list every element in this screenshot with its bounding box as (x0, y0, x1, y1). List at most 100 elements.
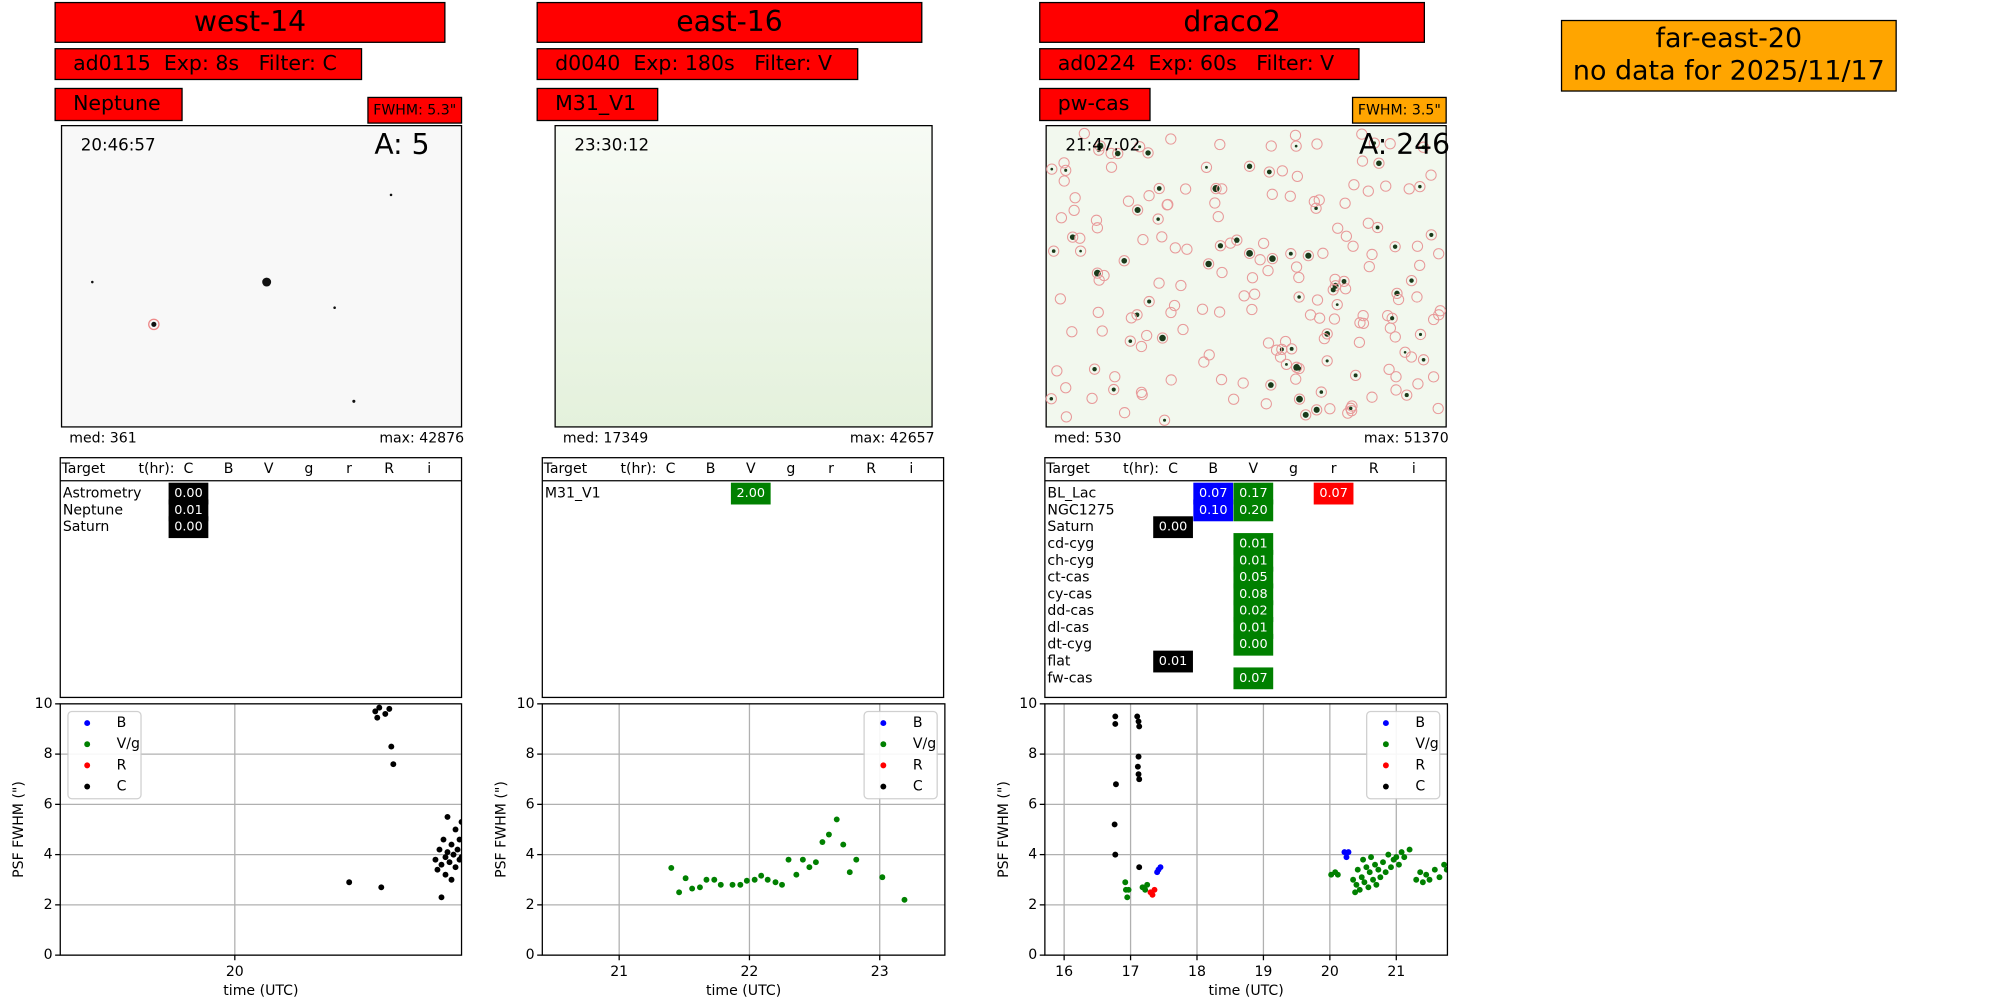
target-name: pw-cas (1058, 91, 1130, 115)
point (452, 826, 459, 833)
point (1343, 854, 1350, 861)
star-ring (1068, 204, 1080, 217)
star-ring (1161, 199, 1173, 211)
star-ring (1122, 195, 1135, 207)
star-ring (1311, 404, 1323, 416)
point (1356, 886, 1363, 893)
star (1205, 260, 1212, 268)
point (1334, 871, 1341, 878)
star-ring (1156, 332, 1169, 344)
table-cell-value: 0.00 (174, 520, 203, 535)
star-ring (1094, 140, 1106, 152)
table-column: R (866, 461, 876, 477)
star (1392, 244, 1398, 249)
point (1417, 869, 1424, 876)
star-ring (1308, 195, 1320, 208)
table-cell-value: 0.08 (1239, 587, 1268, 602)
notice-text: no data for 2025/11/17 (1573, 55, 1885, 86)
star-ring (1265, 140, 1277, 152)
point (438, 894, 445, 901)
point (751, 876, 758, 883)
y-tick-label: 6 (526, 796, 535, 812)
table-target: NGC1275 (1047, 502, 1114, 518)
point (1135, 718, 1142, 725)
star-ring (1371, 221, 1384, 234)
point (1393, 854, 1400, 861)
star-ring (1158, 414, 1171, 426)
target-box (54, 87, 183, 122)
star-ring (1427, 371, 1440, 383)
point (446, 859, 453, 866)
legend-marker (84, 741, 91, 748)
star-ring (1066, 326, 1078, 338)
y-tick-label: 0 (44, 947, 53, 963)
star-ring (1363, 261, 1375, 273)
legend-marker (84, 720, 91, 727)
point (1423, 871, 1430, 878)
star-ring (1069, 192, 1081, 204)
point (458, 854, 462, 861)
legend-label: V/g (913, 736, 936, 752)
point (1352, 889, 1359, 896)
point (1360, 856, 1367, 863)
point (1443, 866, 1448, 873)
star-ring (1131, 309, 1143, 321)
point (1377, 874, 1384, 881)
point (676, 889, 683, 896)
star-ring (1412, 378, 1424, 390)
star-ring (1228, 393, 1240, 405)
star-ring (1405, 351, 1418, 363)
star-ring (1088, 363, 1101, 375)
star-ring (1067, 231, 1079, 243)
star-ring (1131, 204, 1144, 216)
point (879, 874, 886, 881)
star-ring (1243, 247, 1256, 260)
star (1314, 206, 1318, 211)
table-target: dt-cyg (1047, 637, 1092, 653)
star (1051, 249, 1056, 253)
star-ring (1302, 250, 1314, 262)
point (388, 743, 395, 750)
star-ring (1362, 185, 1374, 197)
point (833, 816, 840, 823)
target-name: Neptune (73, 91, 161, 115)
star-ring (1118, 407, 1131, 419)
point (1151, 886, 1158, 893)
star-ring (1405, 274, 1418, 287)
star-ring (1300, 409, 1312, 421)
point (1365, 884, 1372, 891)
star (1092, 366, 1097, 372)
image-max: max: 51370 (1364, 430, 1449, 446)
star (1096, 142, 1104, 150)
legend-label: R (913, 757, 923, 773)
point (1144, 881, 1151, 888)
star-ring (1380, 180, 1392, 192)
point (1441, 861, 1448, 868)
star-ring (1390, 371, 1402, 383)
star-ring (1274, 351, 1287, 363)
sky-image (60, 125, 463, 428)
table-header: t(hr): (138, 461, 174, 477)
point (696, 884, 703, 891)
point (1366, 869, 1373, 876)
star-ring (1058, 157, 1070, 169)
plot-frame (541, 703, 946, 956)
star (1330, 287, 1336, 293)
star-ring (1213, 306, 1226, 318)
sky-image (1045, 125, 1447, 428)
table-cell (1313, 482, 1354, 505)
point (1373, 881, 1380, 888)
star (352, 399, 356, 403)
star-ring (1356, 155, 1369, 167)
point (729, 881, 736, 888)
star-ring (1434, 305, 1446, 317)
star-ring (148, 318, 160, 331)
star-ring (1285, 248, 1297, 260)
star-ring (1270, 344, 1283, 356)
star-ring (1092, 306, 1104, 318)
star-ring (1417, 141, 1430, 153)
star-ring (1290, 140, 1302, 152)
star-ring (1347, 240, 1359, 252)
point (1368, 854, 1374, 861)
star-ring (1266, 253, 1279, 265)
